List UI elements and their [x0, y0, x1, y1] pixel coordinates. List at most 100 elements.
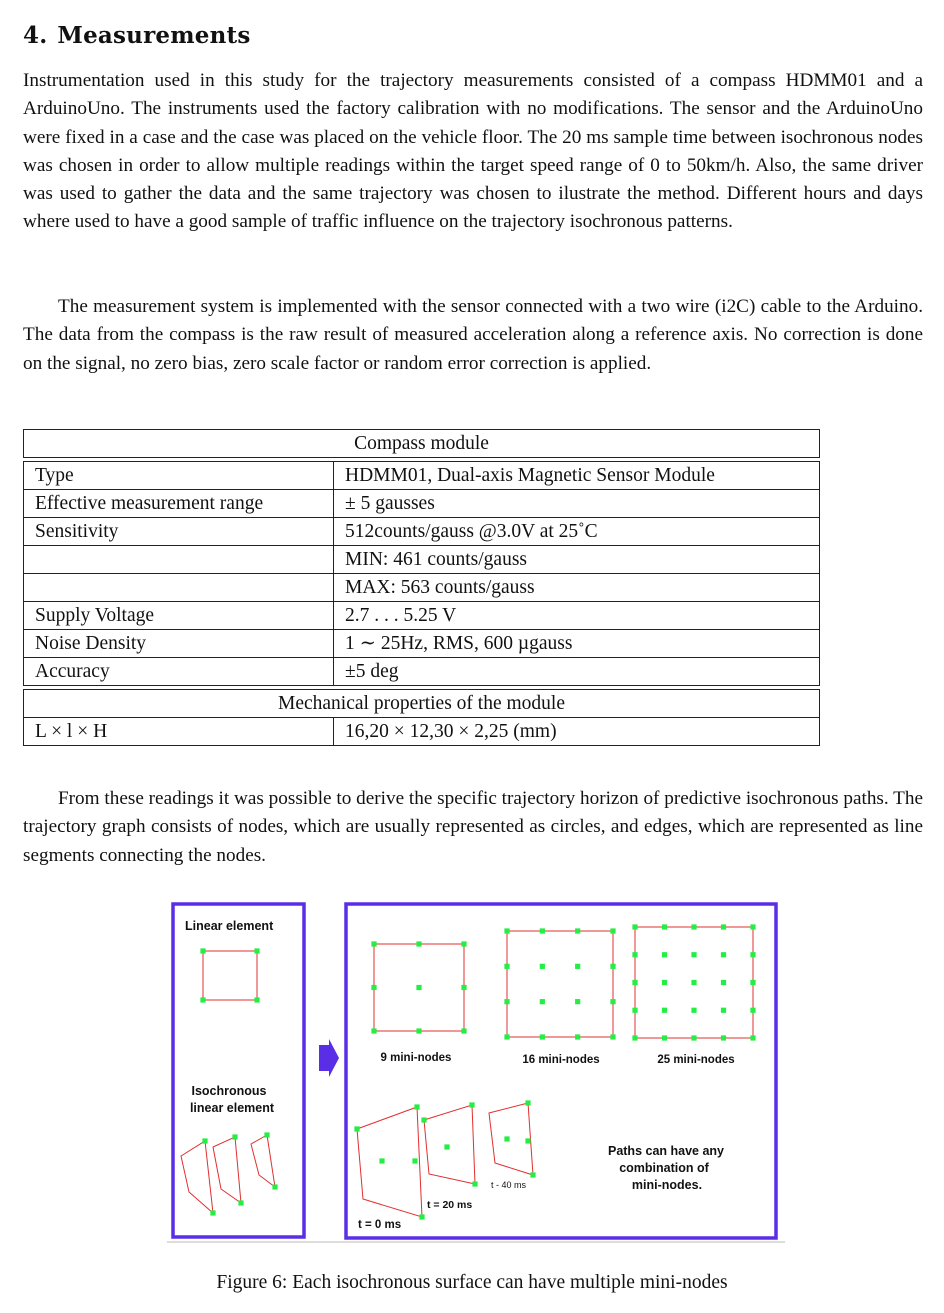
mini-node — [720, 952, 727, 958]
mini-node — [610, 1034, 616, 1040]
mini-node — [750, 924, 756, 930]
mini-node — [691, 924, 697, 930]
row-value: 1 ∼ 25Hz, RMS, 600 µgauss — [333, 629, 820, 658]
left-panel-frame — [171, 902, 306, 1239]
paragraph-measurement-system: The measurement system is implemented wi… — [23, 296, 923, 374]
row-label: Supply Voltage — [23, 601, 334, 630]
row-label: L × l × H — [23, 717, 334, 746]
mini-node — [444, 1144, 450, 1150]
mini-node — [504, 963, 510, 969]
compass-module-header-cell: Compass module — [23, 429, 820, 458]
row-value: 16,20 × 12,30 × 2,25 (mm) — [333, 717, 820, 746]
mini-node — [575, 1034, 581, 1040]
mini-node — [632, 924, 638, 930]
table-row: Effective measurement range ± 5 gausses — [23, 489, 820, 518]
mini-node — [379, 1158, 385, 1164]
compass-module-header: Compass module — [23, 429, 820, 458]
row-label: Sensitivity — [23, 517, 334, 546]
mini-node — [661, 952, 668, 958]
mini-node — [750, 952, 756, 958]
row-label — [23, 573, 334, 602]
mini-node — [238, 1200, 244, 1206]
row-value: ± 5 gausses — [333, 489, 820, 518]
mini-node — [720, 1035, 727, 1041]
row-value: MAX: 563 counts/gauss — [333, 573, 820, 602]
section-heading: 4. Measurements — [23, 22, 251, 49]
mini-node — [661, 924, 668, 930]
mini-node — [200, 997, 206, 1003]
paragraph-trajectory-graph: From these readings it was possible to d… — [23, 788, 923, 866]
mini-node — [632, 1035, 638, 1041]
mini-node — [461, 941, 467, 947]
mini-node — [539, 999, 545, 1005]
mini-node — [202, 1138, 208, 1144]
element-edge — [356, 1106, 423, 1218]
mini-node — [421, 1117, 427, 1123]
compass-spec-table: Compass module Type HDMM01, Dual-axis Magn… — [23, 429, 820, 746]
row-value: 512counts/gauss @3.0V at 25˚C — [333, 517, 820, 546]
mini-node — [504, 1136, 510, 1142]
mini-node — [412, 1158, 418, 1164]
mini-node — [661, 1007, 668, 1013]
mini-node — [539, 963, 545, 969]
paragraph-instrumentation: Instrumentation used in this study for t… — [23, 70, 923, 233]
mini-node — [661, 1035, 668, 1041]
label-9-nodes: 9 mini-nodes — [381, 1052, 452, 1064]
mini-node — [530, 1172, 536, 1178]
mini-node — [272, 1184, 278, 1190]
row-value: ±5 deg — [333, 657, 820, 686]
figure-mini-nodes: Linear element Isochronous linear element 9… — [167, 902, 785, 1243]
mini-node — [469, 1102, 475, 1108]
label-25-nodes: 25 mini-nodes — [657, 1054, 734, 1066]
element-edge — [212, 1136, 242, 1205]
label-isochronous-2: linear element — [190, 1101, 275, 1115]
mini-node — [371, 941, 377, 947]
mini-node — [720, 979, 727, 986]
mini-node — [575, 928, 581, 934]
mini-node — [539, 928, 545, 934]
element-edge — [180, 1140, 214, 1215]
row-value: HDMM01, Dual-axis Magnetic Sensor Module — [333, 461, 820, 490]
table-row: Supply Voltage 2.7 . . . 5.25 V — [23, 601, 820, 630]
figure-caption: Figure 6: Each isochronous surface can h… — [216, 1272, 728, 1293]
table-row: Sensitivity 512counts/gauss @3.0V at 25˚C — [23, 517, 820, 546]
mini-node — [414, 1104, 420, 1110]
mini-node — [419, 1214, 425, 1220]
mini-node — [720, 1007, 727, 1013]
mini-node — [575, 999, 581, 1005]
mini-node — [750, 979, 756, 986]
mini-node — [632, 952, 638, 958]
arrow-icon — [319, 1039, 339, 1077]
table-row: MIN: 461 counts/gauss — [23, 545, 820, 574]
mini-node — [416, 984, 422, 991]
mini-node — [210, 1210, 216, 1216]
mini-node — [416, 941, 422, 947]
mini-node — [371, 1028, 377, 1034]
mini-node — [661, 979, 668, 986]
section-number: 4. — [23, 22, 48, 49]
mini-node — [632, 979, 638, 986]
mini-node — [691, 979, 697, 986]
element-edge — [506, 930, 614, 1038]
label-t20: t = 20 ms — [427, 1199, 472, 1211]
label-t0: t = 0 ms — [358, 1219, 401, 1231]
table-row: Accuracy ±5 deg — [23, 657, 820, 686]
mini-node — [461, 1028, 467, 1034]
mini-node — [254, 997, 260, 1003]
mini-node — [371, 984, 377, 991]
mini-node — [610, 999, 616, 1005]
table-row: Noise Density 1 ∼ 25Hz, RMS, 600 µgauss — [23, 629, 820, 658]
row-label: Noise Density — [23, 629, 334, 658]
label-linear-element: Linear element — [185, 919, 274, 933]
mini-node — [264, 1132, 270, 1138]
mini-node — [504, 1034, 510, 1040]
row-value: MIN: 461 counts/gauss — [333, 545, 820, 574]
row-label — [23, 545, 334, 574]
label-paths-3: mini-nodes. — [632, 1178, 702, 1192]
row-label: Accuracy — [23, 657, 334, 686]
mini-node — [691, 952, 697, 958]
mini-node — [200, 948, 206, 954]
row-label: Effective measurement range — [23, 489, 334, 518]
table-row: MAX: 563 counts/gauss — [23, 573, 820, 602]
mini-node — [632, 1007, 638, 1013]
